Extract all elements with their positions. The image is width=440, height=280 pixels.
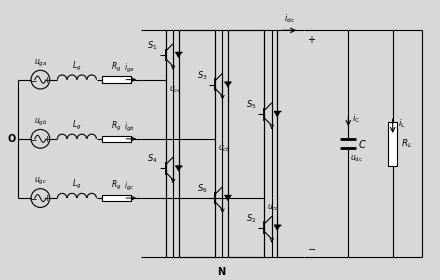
Text: $R_L$: $R_L$ [400, 137, 412, 150]
Text: $i_{\mathrm{L}}$: $i_{\mathrm{L}}$ [398, 118, 405, 130]
Bar [388, 122, 397, 166]
Text: $u_{\mathrm{dc}}$: $u_{\mathrm{dc}}$ [350, 154, 363, 164]
Text: $-$: $-$ [29, 75, 38, 84]
Text: $i_{gb}$: $i_{gb}$ [124, 121, 135, 134]
Text: $-$: $-$ [29, 193, 38, 202]
Text: $u_{cc}$: $u_{cc}$ [268, 203, 280, 213]
Text: $-$: $-$ [29, 134, 38, 143]
Text: $u_{ga}$: $u_{ga}$ [34, 58, 47, 69]
Polygon shape [176, 52, 182, 58]
Text: $R_g$: $R_g$ [111, 120, 121, 133]
Text: $S_1$: $S_1$ [147, 39, 158, 52]
Bar [102, 136, 131, 142]
Text: $u_{ca}$: $u_{ca}$ [169, 85, 181, 95]
Polygon shape [225, 195, 231, 201]
Text: $L_g$: $L_g$ [72, 119, 82, 132]
Text: $i_{\mathrm{C}}$: $i_{\mathrm{C}}$ [352, 113, 360, 125]
Text: $+$: $+$ [43, 193, 51, 203]
Text: $u_{cb}$: $u_{cb}$ [218, 144, 231, 154]
Text: $u_{gb}$: $u_{gb}$ [34, 117, 47, 128]
Polygon shape [176, 166, 182, 171]
Text: $R_g$: $R_g$ [111, 179, 121, 192]
Text: $S_5$: $S_5$ [246, 99, 257, 111]
Text: $+$: $+$ [307, 34, 316, 45]
Text: $S_2$: $S_2$ [246, 212, 257, 225]
Text: $L_g$: $L_g$ [72, 178, 82, 191]
Text: $u_{gc}$: $u_{gc}$ [34, 176, 47, 187]
Text: $i_{ga}$: $i_{ga}$ [124, 62, 135, 75]
Text: $C$: $C$ [358, 138, 367, 150]
Polygon shape [225, 82, 231, 87]
Text: O: O [7, 134, 16, 144]
Text: $i_{gc}$: $i_{gc}$ [124, 180, 134, 193]
Text: $i_{\mathrm{dc}}$: $i_{\mathrm{dc}}$ [284, 13, 294, 25]
Text: $S_3$: $S_3$ [197, 69, 207, 81]
Polygon shape [274, 111, 280, 117]
Polygon shape [274, 225, 280, 230]
Text: $S_6$: $S_6$ [197, 183, 207, 195]
Text: $-$: $-$ [307, 243, 316, 253]
Text: $L_g$: $L_g$ [72, 60, 82, 73]
Bar [102, 195, 131, 201]
Text: $+$: $+$ [43, 134, 51, 144]
Text: $+$: $+$ [43, 75, 51, 85]
Text: N: N [217, 267, 225, 277]
Bar [102, 76, 131, 83]
Text: $S_4$: $S_4$ [147, 153, 158, 165]
Text: $R_g$: $R_g$ [111, 60, 121, 74]
